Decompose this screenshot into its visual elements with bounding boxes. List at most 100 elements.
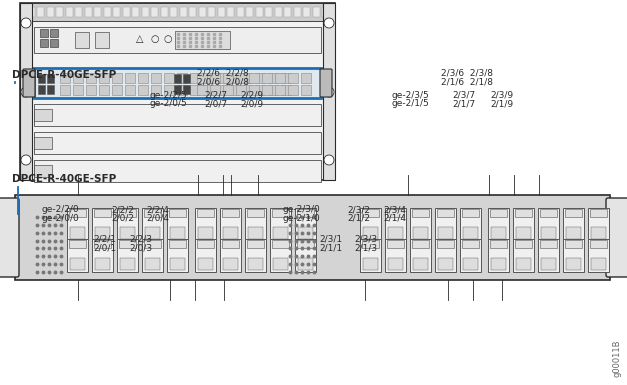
Bar — [138, 73, 148, 83]
Bar — [245, 208, 266, 241]
Bar — [210, 85, 220, 95]
Bar — [50, 39, 58, 47]
Bar — [171, 7, 177, 17]
Text: 2/1/4: 2/1/4 — [383, 214, 406, 223]
FancyBboxPatch shape — [320, 69, 332, 97]
Bar — [119, 209, 136, 217]
Bar — [410, 239, 431, 272]
Bar — [92, 239, 113, 272]
Bar — [85, 7, 92, 17]
Bar — [438, 227, 453, 239]
Bar — [488, 239, 509, 272]
Bar — [488, 208, 509, 241]
Bar — [218, 7, 225, 17]
Text: 2/2/1: 2/2/1 — [94, 235, 117, 244]
Bar — [34, 165, 52, 177]
Bar — [161, 7, 168, 17]
Bar — [223, 73, 233, 83]
Bar — [216, 85, 226, 95]
Bar — [47, 74, 54, 83]
Bar — [540, 240, 557, 248]
Bar — [313, 7, 320, 17]
Bar — [198, 258, 213, 270]
Bar — [270, 208, 291, 241]
Text: 2/1/1: 2/1/1 — [320, 243, 342, 253]
Bar — [197, 240, 214, 248]
Bar — [167, 208, 188, 241]
Text: 2/0/7: 2/0/7 — [205, 99, 228, 109]
Bar — [281, 85, 291, 95]
Bar — [120, 227, 135, 239]
Bar — [95, 227, 110, 239]
Bar — [170, 258, 185, 270]
Text: △: △ — [136, 34, 144, 44]
Bar — [169, 209, 186, 217]
Bar — [73, 85, 83, 95]
Bar — [119, 240, 136, 248]
Text: 2/1/3: 2/1/3 — [355, 243, 377, 253]
Bar — [223, 258, 238, 270]
Bar — [40, 39, 48, 47]
Bar — [229, 73, 239, 83]
Bar — [34, 27, 321, 53]
Text: DPCE-R-40GE-SFP: DPCE-R-40GE-SFP — [12, 70, 116, 80]
Bar — [69, 240, 86, 248]
Bar — [435, 239, 456, 272]
Bar — [540, 209, 557, 217]
Bar — [210, 73, 220, 83]
Bar — [288, 85, 298, 95]
Bar — [323, 3, 335, 180]
Bar — [541, 258, 556, 270]
Bar — [66, 7, 73, 17]
Bar — [123, 7, 130, 17]
Bar — [177, 73, 187, 83]
Bar — [95, 32, 109, 48]
Bar — [117, 208, 138, 241]
Bar — [117, 239, 138, 272]
Bar — [113, 7, 120, 17]
Bar — [67, 239, 88, 272]
Bar — [360, 208, 381, 241]
Bar — [144, 209, 161, 217]
Bar — [75, 32, 89, 48]
Bar — [563, 208, 584, 241]
Bar — [566, 258, 581, 270]
Bar — [94, 209, 111, 217]
Text: ○: ○ — [150, 34, 159, 44]
Bar — [387, 209, 404, 217]
Bar — [152, 7, 159, 17]
Text: 2/2/9: 2/2/9 — [241, 91, 263, 100]
Text: ge-2/3/5: ge-2/3/5 — [392, 91, 429, 100]
Text: 2/3/2: 2/3/2 — [348, 205, 371, 214]
Bar — [265, 7, 273, 17]
Bar — [56, 7, 63, 17]
Text: ge-2/3/0: ge-2/3/0 — [282, 205, 320, 214]
Bar — [363, 258, 378, 270]
Bar — [15, 195, 610, 280]
Bar — [142, 239, 163, 272]
Bar — [363, 227, 378, 239]
Bar — [190, 73, 200, 83]
Bar — [195, 239, 216, 272]
Bar — [216, 73, 226, 83]
Bar — [437, 209, 454, 217]
Bar — [410, 208, 431, 241]
Bar — [170, 227, 185, 239]
Bar — [94, 240, 111, 248]
Bar — [247, 240, 264, 248]
Bar — [515, 240, 532, 248]
Bar — [301, 73, 311, 83]
Text: 2/3/7: 2/3/7 — [453, 91, 475, 100]
Bar — [541, 227, 556, 239]
Bar — [220, 208, 241, 241]
Text: 2/1/9: 2/1/9 — [490, 99, 513, 109]
Bar — [223, 85, 233, 95]
Bar — [222, 209, 239, 217]
Text: 2/0/9: 2/0/9 — [241, 99, 263, 109]
Text: 2/0/1: 2/0/1 — [94, 243, 117, 253]
Bar — [249, 85, 259, 95]
Bar — [262, 73, 272, 83]
Text: 2/0/6  2/0/8: 2/0/6 2/0/8 — [197, 77, 248, 86]
Bar — [275, 73, 285, 83]
Bar — [462, 240, 479, 248]
